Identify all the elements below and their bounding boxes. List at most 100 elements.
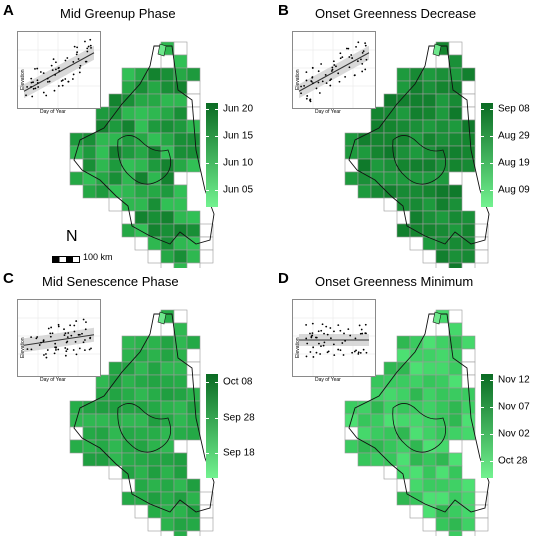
scatter-point bbox=[356, 60, 359, 63]
study-area-map bbox=[69, 309, 215, 536]
scatter-point bbox=[72, 61, 75, 63]
scatter-point bbox=[357, 353, 360, 355]
panel-title: Mid Senescence Phase bbox=[42, 274, 179, 289]
inset-x-axis-label: Day of Year bbox=[40, 109, 66, 115]
scatter-point bbox=[66, 57, 69, 59]
panel-title: Onset Greenness Decrease bbox=[315, 6, 477, 21]
scatter-point bbox=[323, 332, 325, 335]
map-grid-cell bbox=[422, 93, 437, 108]
scatter-point bbox=[46, 349, 49, 351]
map-grid-cell bbox=[186, 93, 201, 108]
map-grid-cell bbox=[95, 400, 110, 415]
map-grid-cell bbox=[134, 223, 149, 238]
scatter-point bbox=[326, 333, 329, 336]
map-grid-cell bbox=[82, 158, 97, 173]
map-grid-cell bbox=[396, 426, 411, 441]
map-grid-cell bbox=[383, 119, 398, 134]
map-grid-cell bbox=[173, 400, 188, 415]
map-grid-cell bbox=[160, 249, 175, 264]
legend-label: Jun 10 bbox=[223, 157, 254, 169]
scatter-point bbox=[339, 349, 342, 352]
legend-gradient-bar bbox=[481, 103, 493, 207]
map-grid-cell bbox=[422, 504, 437, 519]
scatter-point bbox=[40, 341, 42, 344]
map-grid-cell bbox=[134, 452, 149, 467]
map-grid-cell bbox=[147, 119, 162, 134]
map-grid-cell bbox=[147, 197, 162, 212]
map-grid-cell bbox=[160, 132, 175, 147]
scatter-point bbox=[315, 87, 318, 90]
scatter-point bbox=[60, 80, 63, 82]
scatter-point bbox=[54, 74, 57, 76]
scatter-point bbox=[337, 324, 340, 327]
map-grid-cell bbox=[448, 413, 463, 428]
map-grid-cell bbox=[186, 361, 201, 376]
map-grid-cell bbox=[160, 80, 175, 95]
map-grid-cell bbox=[173, 106, 188, 121]
map-grid-cell bbox=[383, 400, 398, 415]
map-grid-cell bbox=[95, 158, 110, 173]
map-grid-cell bbox=[448, 223, 463, 238]
map-grid-cell bbox=[357, 413, 372, 428]
legend-label: Jun 15 bbox=[223, 130, 254, 142]
scatter-point bbox=[34, 87, 37, 90]
map-grid-cell bbox=[121, 223, 136, 238]
map-grid-cell bbox=[173, 249, 188, 264]
map-grid-cell bbox=[160, 478, 175, 493]
map-grid-cell bbox=[147, 491, 162, 506]
scatter-point bbox=[364, 42, 367, 45]
legend-tick bbox=[481, 163, 484, 165]
map-grid-cell bbox=[461, 67, 476, 82]
map-grid-cell bbox=[422, 67, 437, 82]
map-grid-cell bbox=[435, 106, 450, 121]
map-grid-cell bbox=[173, 210, 188, 225]
legend-gradient-bar bbox=[206, 103, 218, 207]
scatter-point bbox=[311, 66, 314, 69]
legend-gradient-bar bbox=[481, 374, 493, 478]
scatter-point bbox=[48, 80, 51, 83]
map-grid-cell bbox=[448, 426, 463, 441]
lake-boundary bbox=[392, 403, 447, 453]
legend-tick bbox=[481, 434, 484, 436]
scatter-point bbox=[50, 326, 53, 329]
scatter-point bbox=[42, 339, 45, 341]
map-grid-cell bbox=[134, 197, 149, 212]
map-grid-cell bbox=[186, 67, 201, 82]
map-grid-cell bbox=[396, 361, 411, 376]
scatter-point bbox=[78, 67, 81, 69]
map-grid-cell bbox=[147, 249, 162, 264]
map-grid-cell bbox=[474, 236, 489, 251]
scatter-point bbox=[55, 68, 57, 71]
elevation-scatter-inset: Elevation Day of Year bbox=[17, 31, 101, 115]
map-grid-cell bbox=[121, 119, 136, 134]
legend-gradient-bar bbox=[206, 374, 218, 478]
scatter-point bbox=[327, 350, 330, 353]
map-grid-cell bbox=[160, 400, 175, 415]
map-grid-cell bbox=[186, 530, 201, 536]
map-grid-cell bbox=[409, 158, 424, 173]
legend-tick bbox=[215, 417, 218, 419]
legend-tick bbox=[206, 190, 209, 192]
map-grid-cell bbox=[134, 374, 149, 389]
color-legend: Oct 08 Sep 28 Sep 18 bbox=[206, 374, 255, 478]
scatter-point bbox=[55, 349, 57, 351]
scatter-point bbox=[36, 67, 39, 70]
color-legend: Nov 12 Nov 07 Nov 02 Oct 28 bbox=[481, 374, 530, 478]
scatter-point bbox=[358, 324, 361, 327]
map-grid-cell bbox=[147, 387, 162, 402]
map-grid-cell bbox=[199, 517, 214, 532]
map-grid-cell bbox=[108, 361, 123, 376]
map-grid-cell bbox=[357, 158, 372, 173]
scatter-point bbox=[343, 332, 345, 335]
map-grid-cell bbox=[108, 400, 123, 415]
scatter-point bbox=[74, 341, 77, 343]
scatter-point bbox=[323, 341, 326, 344]
scatter-point bbox=[58, 66, 60, 69]
scatter-point bbox=[312, 346, 315, 349]
scatter-point bbox=[361, 62, 364, 65]
map-grid-cell bbox=[121, 387, 136, 402]
map-grid-cell bbox=[160, 517, 175, 532]
scatter-point bbox=[78, 333, 81, 336]
legend-tick bbox=[206, 163, 209, 165]
map-grid-cell bbox=[199, 504, 214, 519]
